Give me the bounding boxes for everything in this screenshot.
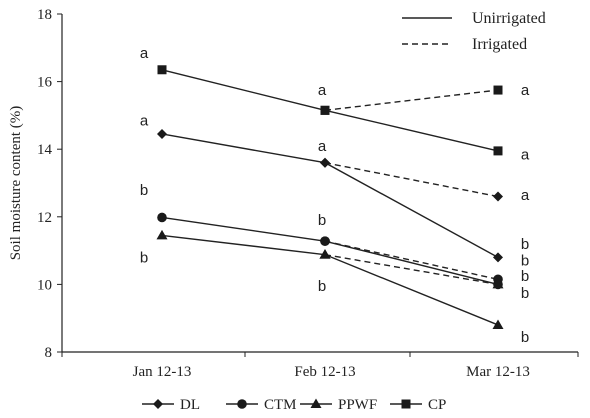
axes: 8 10 12 14 16 18 Jan 12-13 Feb 12-13 Mar 12-13 So… (8, 7, 579, 380)
legend-line-label: Unirrigated (472, 10, 546, 27)
data-point-ppwf (492, 278, 504, 289)
annotation-letter: a (140, 45, 149, 62)
series-line-ppwf-unirrigated (161, 234, 499, 326)
series-line-dl-irrigated (324, 162, 499, 198)
annotation-letter: a (318, 82, 327, 99)
annotation-letter: b (140, 249, 148, 266)
annotation-letter: b (521, 268, 529, 285)
y-tick-label: 16 (37, 75, 53, 91)
legend-marker-label: DL (180, 397, 200, 413)
data-point-dl (493, 191, 503, 202)
data-point-ppwf (156, 229, 168, 240)
legend-marker-label: CTM (264, 397, 297, 413)
annotation-letter: a (521, 82, 530, 99)
series-lines (161, 69, 499, 326)
legend-circle-marker (237, 399, 247, 409)
annotation-letter: a (521, 146, 530, 163)
y-tick-label: 10 (37, 277, 52, 293)
y-tick-label: 14 (37, 142, 53, 158)
annotation-letter: a (521, 187, 530, 204)
data-point-ppwf (319, 249, 331, 259)
y-tick-label: 8 (45, 345, 53, 361)
legend-marker-label: PPWF (338, 397, 377, 413)
series-markers (156, 65, 504, 329)
series-line-ppwf-irrigated (324, 253, 499, 286)
x-tick-label: Jan 12-13 (133, 364, 192, 380)
annotation-letter: b (521, 253, 529, 270)
annotation-letter: b (521, 329, 529, 346)
marker-legend: DL CTM PPWF CP (142, 397, 446, 413)
data-point-dl (157, 128, 167, 139)
y-axis-title: Soil moisture content (%) (8, 106, 24, 261)
data-point-ctm (320, 236, 330, 246)
annotation-letter: b (140, 182, 148, 199)
series-line-cp-irrigated (324, 89, 499, 112)
annotation-letter: b (318, 212, 326, 229)
annotation-letter: b (521, 236, 529, 253)
legend-square-marker (401, 399, 411, 409)
legend-diamond-marker (153, 399, 163, 409)
x-tick-label: Feb 12-13 (294, 364, 355, 380)
data-point-cp (493, 146, 503, 156)
data-point-dl (320, 157, 330, 168)
annotation-letter: b (521, 285, 529, 302)
x-tick-label: Mar 12-13 (466, 364, 530, 380)
data-point-cp (493, 85, 503, 95)
series-line-dl-unirrigated (161, 133, 499, 258)
data-point-ctm (157, 212, 167, 223)
data-point-cp (320, 105, 330, 115)
y-tick-label: 18 (37, 7, 52, 23)
data-point-ppwf (492, 319, 504, 329)
annotation-letter: a (318, 138, 327, 155)
legend-marker-label: CP (428, 397, 446, 413)
legend-line-label: Irrigated (472, 36, 527, 53)
y-tick-label: 12 (37, 210, 52, 226)
legend-triangle-marker (310, 398, 322, 408)
data-point-dl (493, 252, 503, 263)
data-point-cp (157, 65, 167, 75)
line-style-legend: Unirrigated Irrigated (402, 10, 546, 53)
series-line-ctm-irrigated (324, 240, 499, 281)
annotation-letter: b (318, 278, 326, 295)
series-line-ctm-unirrigated (161, 216, 499, 286)
annotation-letter: a (140, 112, 149, 129)
